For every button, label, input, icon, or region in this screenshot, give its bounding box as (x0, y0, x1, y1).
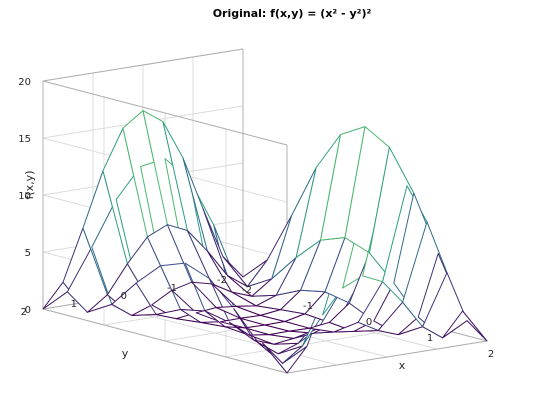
z-tick-label: 20 (18, 77, 31, 88)
x-tick-label: -2 (242, 285, 252, 296)
x-axis-label: x (399, 359, 406, 372)
box-edge (42, 48, 244, 82)
tick-labels: 0 5 10 15 20 -2 -1 0 1 2 -2 -1 0 1 2 (18, 77, 494, 360)
y-tick-label: 0 (121, 291, 127, 302)
chart-title: Original: f(x,y) = (x² - y²)² (213, 7, 372, 20)
x-tick-label: 1 (427, 333, 433, 344)
box-edge (286, 340, 488, 374)
x-tick-label: 0 (366, 317, 372, 328)
x-tick-label: -1 (303, 301, 313, 312)
z-axis-label: f(x,y) (23, 171, 36, 200)
box-edge (42, 80, 288, 146)
box-edge (42, 308, 288, 374)
z-tick-label: 0 (25, 305, 31, 316)
y-tick-label: 2 (21, 307, 27, 318)
z-tick-label: 15 (18, 134, 31, 145)
y-axis-label: y (122, 347, 129, 360)
y-tick-label: -2 (217, 275, 227, 286)
surface-patch (442, 310, 488, 342)
z-tick-label: 10 (18, 191, 31, 202)
x-tick-label: 2 (488, 349, 494, 360)
y-tick-label: 1 (71, 299, 77, 310)
surface-mesh (42, 110, 488, 374)
z-tick-label: 5 (25, 248, 31, 259)
y-tick-label: -1 (167, 283, 177, 294)
